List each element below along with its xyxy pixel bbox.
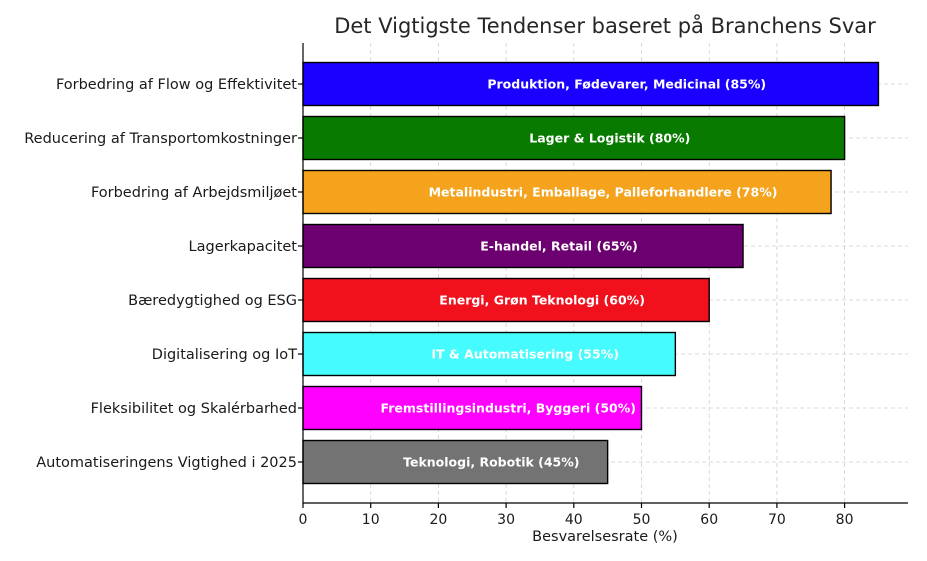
bar-data-label: Teknologi, Robotik (45%) [403,455,579,470]
bar-data-label: Lager & Logistik (80%) [529,131,690,146]
x-tick-label: 40 [565,512,583,528]
bar-data-label: IT & Automatisering (55%) [431,347,619,362]
x-tick-label: 10 [362,512,380,528]
category-label: Digitalisering og IoT [152,347,297,363]
bar [302,223,744,269]
category-label: Lagerkapacitet [189,239,298,255]
x-tick-label: 20 [429,512,447,528]
category-labels: Forbedring af Flow og Effektivitet Reduce… [24,77,303,471]
bar [302,331,677,377]
bars: Produktion, Fødevarer, Medicinal (85%) La… [302,61,880,485]
bar-data-label: Energi, Grøn Teknologi (60%) [439,293,645,308]
category-label: Fleksibilitet og Skalérbarhed [91,401,297,417]
category-label: Forbedring af Arbejdsmiljøet [91,185,297,201]
bar [302,439,609,485]
bar-data-label: Produktion, Fødevarer, Medicinal (85%) [487,77,766,92]
bar [302,385,643,431]
x-tick-label: 70 [768,512,786,528]
bar [302,169,832,215]
x-tick-label: 60 [700,512,718,528]
x-tick-labels: 0 10 20 30 40 50 60 70 80 [299,503,854,528]
x-tick-label: 30 [497,512,515,528]
x-axis-label: Besvarelsesrate (%) [532,529,678,545]
grid-lines [302,43,908,503]
category-label: Reducering af Transportomkostninger [24,131,297,147]
category-label: Bæredygtighed og ESG [128,293,297,309]
x-tick-label: 0 [299,512,308,528]
bar-data-label: E-handel, Retail (65%) [480,239,638,254]
bar [302,115,846,161]
bar-data-label: Fremstillingsindustri, Byggeri (50%) [381,401,636,416]
category-label: Forbedring af Flow og Effektivitet [56,77,297,93]
chart-title: Det Vigtigste Tendenser baseret på Branc… [334,13,876,38]
x-tick-label: 50 [633,512,651,528]
x-tick-label: 80 [836,512,854,528]
category-label: Automatiseringens Vigtighed i 2025 [36,455,297,471]
bar-data-label: Metalindustri, Emballage, Palleforhandle… [429,185,778,200]
bar [302,277,710,323]
